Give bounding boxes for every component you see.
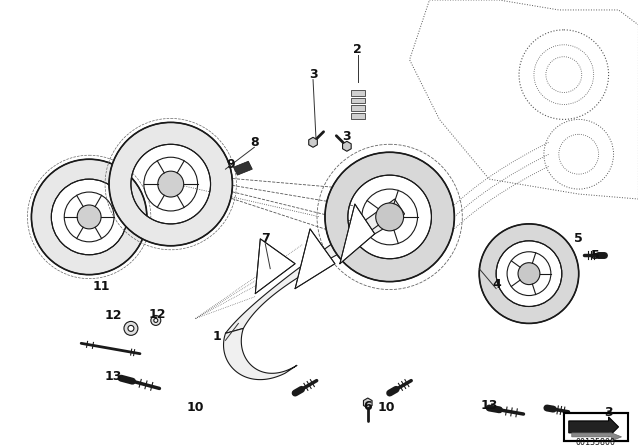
Text: 5: 5: [591, 249, 600, 262]
Wedge shape: [31, 159, 147, 275]
Text: 8: 8: [250, 136, 259, 149]
Text: 13: 13: [104, 370, 122, 383]
FancyBboxPatch shape: [564, 413, 628, 441]
Text: 3: 3: [604, 406, 613, 419]
Wedge shape: [109, 122, 232, 246]
Polygon shape: [223, 328, 297, 379]
Text: 1: 1: [212, 330, 221, 343]
Polygon shape: [351, 105, 365, 112]
Text: 9: 9: [226, 158, 235, 171]
Text: 12: 12: [104, 309, 122, 322]
Text: 2: 2: [353, 43, 362, 56]
Polygon shape: [255, 239, 295, 293]
Circle shape: [158, 171, 184, 197]
Circle shape: [376, 203, 404, 231]
Polygon shape: [295, 229, 335, 289]
Polygon shape: [351, 113, 365, 120]
Text: 10: 10: [378, 401, 396, 414]
Wedge shape: [479, 224, 579, 323]
Text: 5: 5: [574, 233, 583, 246]
Circle shape: [128, 325, 134, 332]
Polygon shape: [234, 161, 252, 175]
Text: 12: 12: [149, 308, 166, 321]
Text: 13: 13: [481, 399, 498, 412]
Circle shape: [124, 321, 138, 336]
Polygon shape: [308, 138, 317, 147]
Polygon shape: [364, 398, 372, 408]
Polygon shape: [342, 141, 351, 151]
Polygon shape: [225, 199, 404, 333]
Text: 3: 3: [308, 68, 317, 81]
Circle shape: [77, 205, 101, 229]
Polygon shape: [351, 90, 365, 95]
Text: 10: 10: [187, 401, 204, 414]
Circle shape: [151, 315, 161, 325]
Wedge shape: [325, 152, 454, 282]
Polygon shape: [572, 433, 621, 441]
Text: 11: 11: [92, 280, 110, 293]
Text: 7: 7: [261, 233, 269, 246]
Text: 4: 4: [493, 278, 502, 291]
Text: 3: 3: [342, 130, 351, 143]
Polygon shape: [569, 417, 618, 437]
Polygon shape: [351, 98, 365, 103]
Circle shape: [518, 263, 540, 284]
Circle shape: [154, 319, 158, 323]
Text: 6: 6: [364, 400, 372, 413]
Polygon shape: [340, 204, 375, 264]
Text: 00135800: 00135800: [575, 438, 616, 447]
